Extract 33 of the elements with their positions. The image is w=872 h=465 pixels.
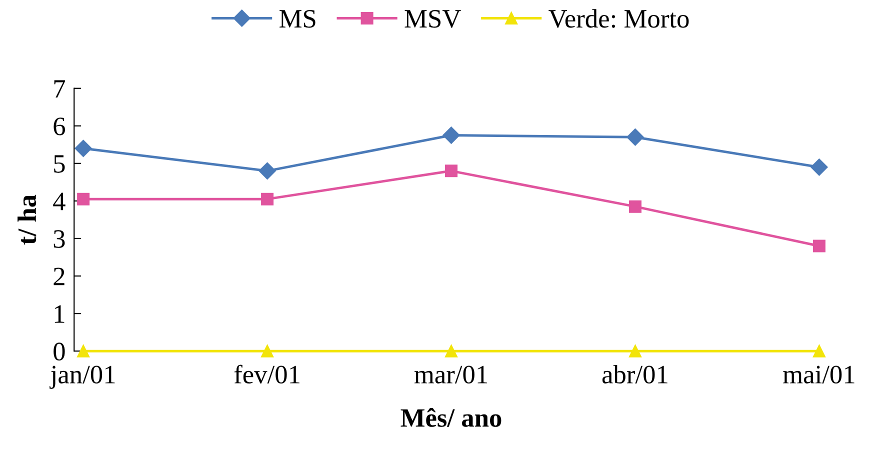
x-tick-label: fev/01 bbox=[234, 364, 300, 384]
point bbox=[442, 126, 460, 144]
y-tick-label: 5 bbox=[54, 155, 65, 173]
point bbox=[261, 344, 274, 358]
y-tick-label: 6 bbox=[54, 118, 65, 136]
x-axis-title: Mês/ ano bbox=[400, 408, 502, 427]
point bbox=[77, 344, 90, 358]
x-tick-label: jan/01 bbox=[50, 366, 115, 389]
y-tick-label: 0 bbox=[54, 342, 65, 360]
point bbox=[258, 162, 276, 180]
point bbox=[812, 344, 826, 358]
legend-label: MSV bbox=[404, 10, 461, 28]
y-axis-title: t/ ha bbox=[18, 194, 36, 245]
y-tick-label: 4 bbox=[53, 192, 66, 210]
y-tick-label: 3 bbox=[54, 230, 65, 248]
y-tick-label: 7 bbox=[54, 80, 66, 98]
point bbox=[445, 344, 458, 358]
point bbox=[626, 128, 644, 146]
point bbox=[74, 140, 92, 157]
x-tick-label: abr/01 bbox=[602, 364, 668, 384]
legend-label: Verde: Morto bbox=[548, 9, 689, 28]
point bbox=[810, 158, 828, 176]
point bbox=[445, 164, 458, 178]
point bbox=[628, 344, 642, 358]
x-tick-label: mar/01 bbox=[414, 366, 488, 384]
point bbox=[77, 192, 90, 206]
point bbox=[812, 240, 826, 252]
legend-label: MS bbox=[280, 10, 316, 28]
x-tick-label: mai/01 bbox=[783, 366, 854, 384]
point bbox=[261, 192, 274, 206]
y-tick-label: 1 bbox=[54, 305, 64, 323]
point bbox=[628, 200, 642, 213]
y-tick-label: 2 bbox=[54, 268, 64, 286]
